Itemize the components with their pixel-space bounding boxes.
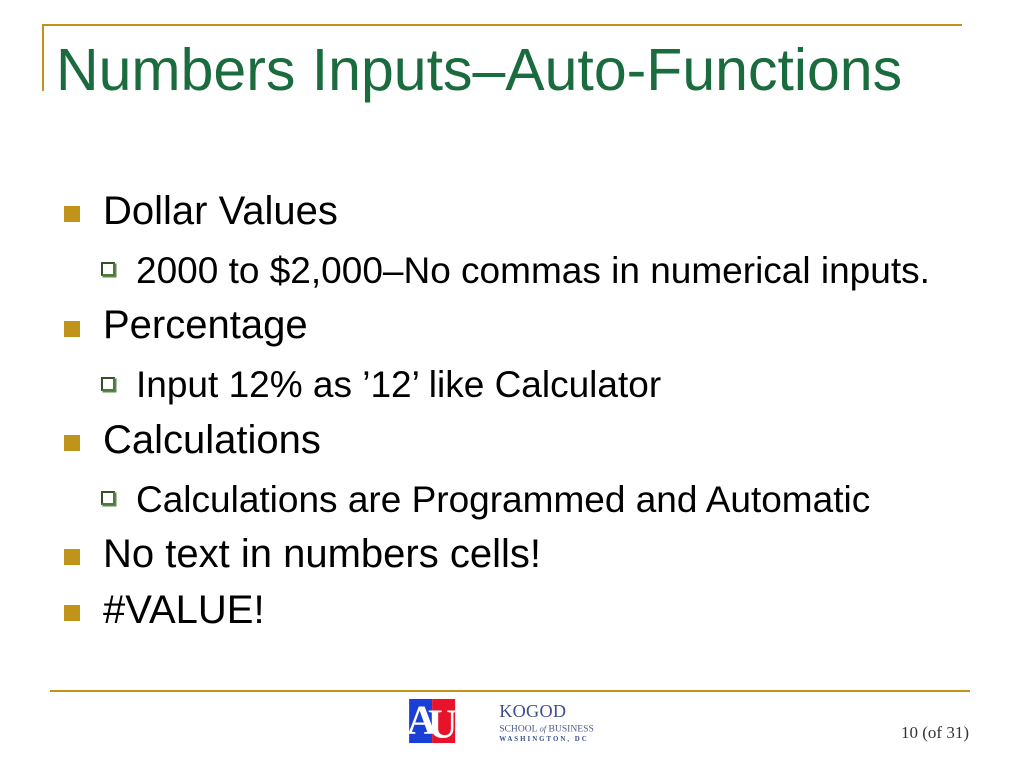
svg-text:SCHOOL of BUSINESS: SCHOOL of BUSINESS bbox=[499, 724, 594, 735]
svg-text:WASHINGTON, DC: WASHINGTON, DC bbox=[499, 736, 589, 743]
svg-text:KOGOD: KOGOD bbox=[499, 701, 566, 721]
svg-text:U: U bbox=[428, 700, 458, 746]
